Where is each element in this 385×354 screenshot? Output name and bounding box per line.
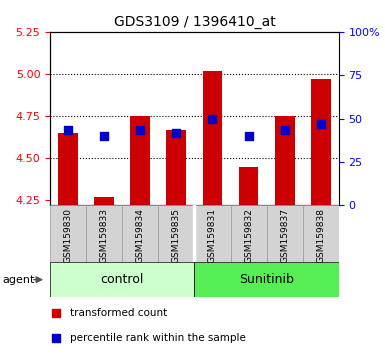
Bar <box>166 130 186 205</box>
Text: GSM159834: GSM159834 <box>136 208 145 263</box>
Bar <box>50 205 86 262</box>
Bar <box>194 205 231 262</box>
Point <box>65 127 71 132</box>
Bar <box>311 79 331 205</box>
Text: control: control <box>100 273 144 286</box>
Bar <box>203 70 223 205</box>
Point <box>53 335 59 341</box>
Text: percentile rank within the sample: percentile rank within the sample <box>70 333 246 343</box>
Bar <box>50 262 194 297</box>
Bar <box>58 133 78 205</box>
Text: GSM159832: GSM159832 <box>244 208 253 263</box>
Text: GSM159831: GSM159831 <box>208 208 217 263</box>
Text: GSM159835: GSM159835 <box>172 208 181 263</box>
Title: GDS3109 / 1396410_at: GDS3109 / 1396410_at <box>114 16 275 29</box>
Text: GSM159838: GSM159838 <box>316 208 325 263</box>
Bar <box>266 205 303 262</box>
Point <box>246 133 252 139</box>
Bar <box>158 205 194 262</box>
Bar <box>239 167 258 205</box>
Bar <box>275 116 295 205</box>
Text: Sunitinib: Sunitinib <box>239 273 294 286</box>
Bar <box>303 205 339 262</box>
Bar <box>86 205 122 262</box>
Point <box>53 310 59 316</box>
Point <box>318 122 324 127</box>
Text: GSM159837: GSM159837 <box>280 208 289 263</box>
Point <box>209 116 216 122</box>
Point <box>173 130 179 136</box>
Bar <box>94 197 114 205</box>
Point <box>281 127 288 132</box>
Bar <box>231 205 266 262</box>
Bar <box>194 262 339 297</box>
Text: GSM159833: GSM159833 <box>100 208 109 263</box>
Point <box>137 127 143 132</box>
Text: agent: agent <box>3 275 35 285</box>
Text: GSM159830: GSM159830 <box>64 208 73 263</box>
Bar <box>122 205 158 262</box>
Bar <box>131 116 150 205</box>
Text: transformed count: transformed count <box>70 308 167 318</box>
Point <box>101 133 107 139</box>
